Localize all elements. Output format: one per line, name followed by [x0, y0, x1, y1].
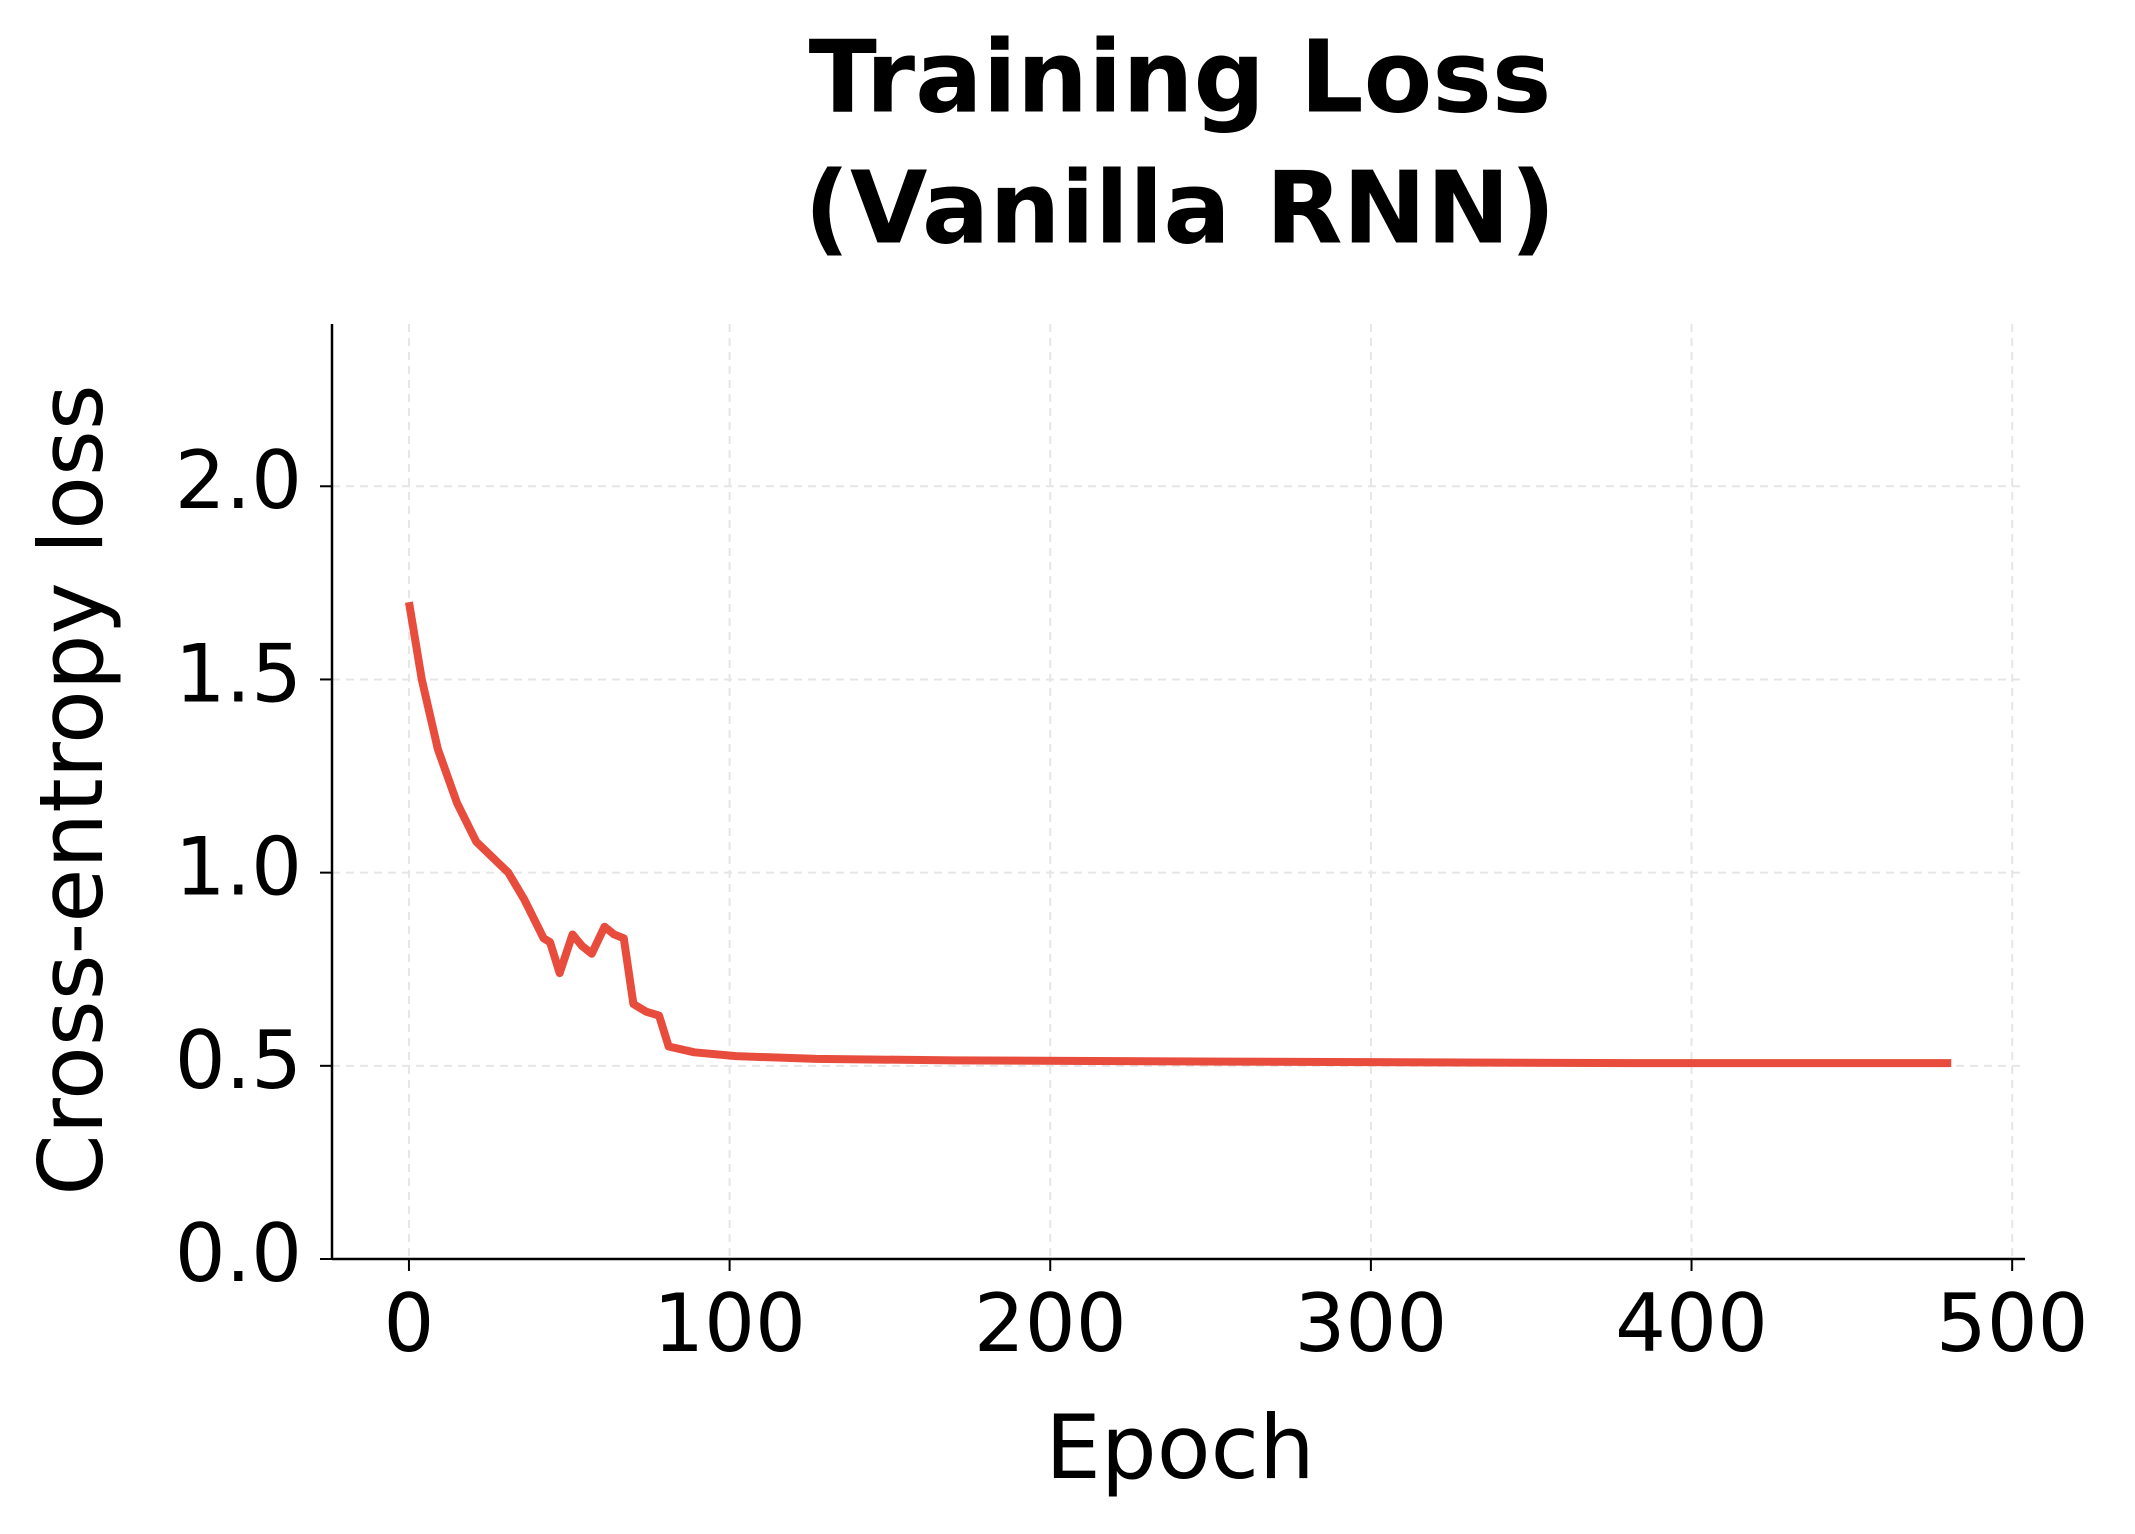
x-tick-label: 0	[384, 1277, 435, 1370]
line	[405, 601, 1952, 1068]
y-tick-label: 1.0	[175, 821, 302, 914]
y-tick-label: 2.0	[175, 434, 302, 527]
y-tick-label: 0.5	[175, 1014, 302, 1107]
y-tick-label: 1.5	[175, 627, 302, 720]
x-tick-label: 300	[1295, 1277, 1448, 1370]
chart-title: Training Loss	[809, 18, 1552, 135]
chart-title: (Vanilla RNN)	[804, 149, 1556, 266]
x-tick-label: 200	[974, 1277, 1127, 1370]
x-axis-label: Epoch	[1045, 1396, 1314, 1499]
x-tick-label: 500	[1936, 1277, 2089, 1370]
x-tick-label: 400	[1615, 1277, 1768, 1370]
y-tick-label: 0.0	[175, 1207, 302, 1300]
x-tick-label: 100	[653, 1277, 806, 1370]
y-axis-label: Cross-entropy loss	[20, 384, 123, 1195]
